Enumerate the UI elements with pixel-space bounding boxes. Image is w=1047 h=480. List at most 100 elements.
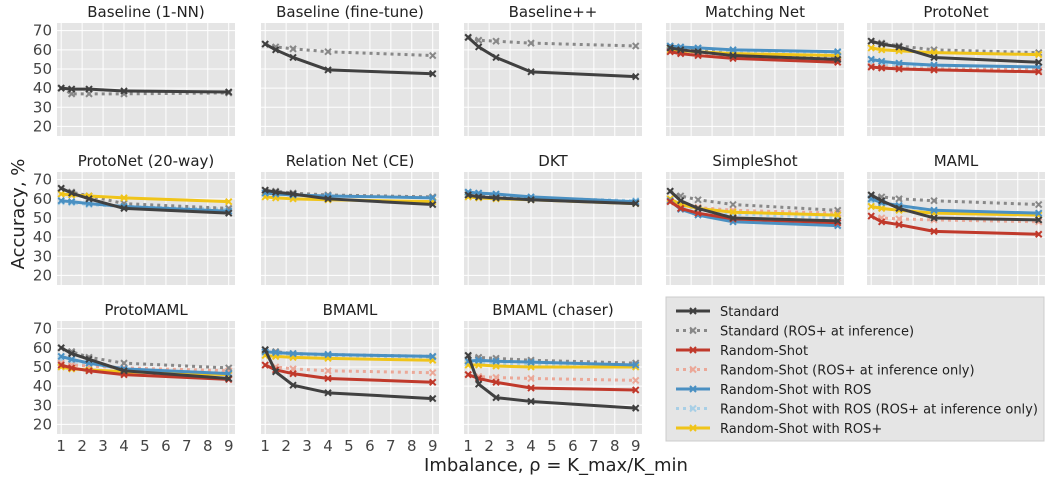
data-point-std: [676, 46, 685, 54]
data-point-ros: [895, 59, 903, 67]
x-tick-label: 8: [407, 437, 417, 455]
data-point-std: [67, 85, 76, 93]
data-point-stdros: [492, 37, 500, 45]
data-point-rsros: [324, 367, 332, 375]
data-point-rosp: [834, 211, 842, 219]
data-point-std: [1035, 58, 1043, 66]
y-tick-label: 30: [33, 396, 52, 414]
y-tick-label: 20: [33, 266, 52, 284]
data-point-std: [261, 186, 269, 194]
data-point-std: [666, 187, 674, 195]
panel-baseline-fine-tune: Baseline (fine-tune): [261, 3, 439, 136]
data-point-rsros: [527, 374, 535, 383]
data-point-ros: [57, 197, 65, 205]
x-tick-label: 5: [547, 437, 557, 455]
x-tick-label: 6: [365, 437, 375, 455]
panel-baseline: Baseline++: [464, 3, 642, 136]
legend-marker-rosp: [689, 424, 697, 432]
data-point-std: [67, 189, 76, 197]
data-point-rosp: [867, 202, 875, 211]
data-point-rs: [429, 378, 437, 386]
y-tick-label: 50: [33, 358, 52, 376]
data-point-rosp: [57, 190, 65, 198]
panel-bmaml-chaser: BMAML (chaser) 1 2 3 4 5 6 7 8 9: [463, 301, 642, 455]
data-point-std: [120, 87, 128, 95]
data-point-rosp: [877, 46, 886, 54]
x-tick-label: 4: [526, 437, 536, 455]
x-tick-label: 4: [119, 437, 129, 455]
y-tick-label: 20: [33, 415, 52, 433]
x-tick-label: 2: [281, 437, 291, 455]
data-point-stdros: [429, 51, 437, 60]
data-point-stdros: [632, 42, 640, 50]
data-point-rs: [867, 63, 875, 71]
data-point-std: [225, 88, 233, 96]
x-tick-label: 7: [182, 437, 192, 455]
plot-area: [464, 23, 642, 136]
x-tick-label: 4: [323, 437, 333, 455]
x-tick-label: 8: [610, 437, 620, 455]
data-point-rs: [527, 384, 535, 392]
data-point-ros: [1035, 209, 1043, 217]
data-point-ros: [57, 352, 65, 361]
data-point-rs: [867, 212, 875, 220]
x-tick-label: 1: [56, 437, 66, 455]
data-point-std: [464, 191, 472, 199]
data-point-rosp: [867, 44, 875, 52]
data-point-std: [85, 355, 93, 364]
data-point-std: [57, 184, 65, 192]
data-point-std: [834, 55, 842, 64]
data-point-rs: [67, 364, 76, 372]
panel-title: Baseline (fine-tune): [276, 3, 424, 21]
y-axis-label: Accuracy, %: [8, 159, 29, 270]
data-point-rs: [877, 218, 886, 226]
data-point-stdros: [1035, 200, 1043, 209]
data-point-rs: [1035, 68, 1043, 76]
legend-label-std: Standard: [720, 305, 779, 320]
data-point-std: [67, 349, 76, 358]
data-point-std: [429, 394, 437, 403]
data-point-rs: [895, 65, 903, 73]
data-point-std: [57, 84, 65, 92]
data-point-rs: [632, 386, 640, 394]
data-point-std: [632, 199, 640, 208]
plot-area: [867, 172, 1045, 285]
data-point-std: [694, 48, 702, 56]
x-tick-label: 1: [260, 437, 270, 455]
plot-area: [57, 172, 235, 285]
panel-title: BMAML (chaser): [492, 301, 613, 319]
data-point-rsros: [632, 376, 640, 385]
panel-title: MAML: [934, 152, 979, 170]
data-point-rs: [85, 367, 93, 375]
data-point-std: [225, 209, 233, 217]
data-point-rs: [895, 220, 903, 229]
legend-marker-std: [689, 307, 697, 315]
data-point-std: [676, 197, 685, 205]
data-point-stdros: [930, 197, 938, 205]
data-point-ros: [429, 352, 437, 361]
data-point-std: [867, 37, 875, 45]
legend-label-stdros: Standard (ROS+ at inference): [720, 325, 914, 340]
y-tick-label: 50: [33, 209, 52, 227]
data-point-stdros: [474, 36, 483, 44]
data-point-stdros: [694, 196, 702, 204]
data-point-std: [464, 33, 472, 42]
data-point-std: [324, 66, 332, 74]
x-tick-label: 5: [140, 437, 150, 455]
data-point-rosp: [225, 197, 233, 206]
data-point-ros: [67, 197, 76, 206]
data-point-rsros: [429, 369, 437, 377]
data-point-rosp: [729, 208, 737, 216]
data-point-std: [324, 389, 332, 397]
data-point-rs: [666, 197, 674, 206]
legend-box: [665, 296, 1045, 442]
panel-simpleshot: SimpleShot: [666, 152, 844, 285]
data-point-stdros: [527, 39, 535, 47]
data-point-rs: [1035, 230, 1043, 238]
data-point-rs: [676, 204, 685, 213]
y-tick-label: 70: [33, 171, 52, 189]
data-point-ros: [474, 356, 483, 364]
data-point-std: [464, 351, 472, 360]
